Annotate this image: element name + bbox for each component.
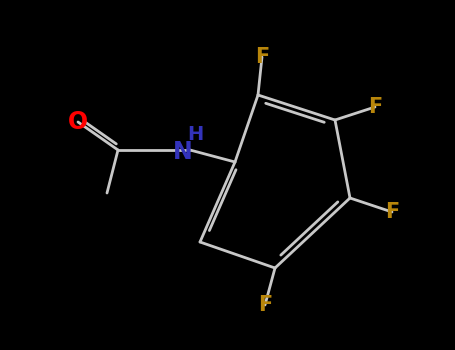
Text: O: O bbox=[68, 110, 88, 134]
Text: H: H bbox=[187, 126, 203, 145]
Text: F: F bbox=[368, 97, 382, 117]
Text: N: N bbox=[173, 140, 193, 164]
Text: F: F bbox=[385, 202, 399, 222]
Text: F: F bbox=[258, 295, 272, 315]
Text: F: F bbox=[255, 47, 269, 67]
